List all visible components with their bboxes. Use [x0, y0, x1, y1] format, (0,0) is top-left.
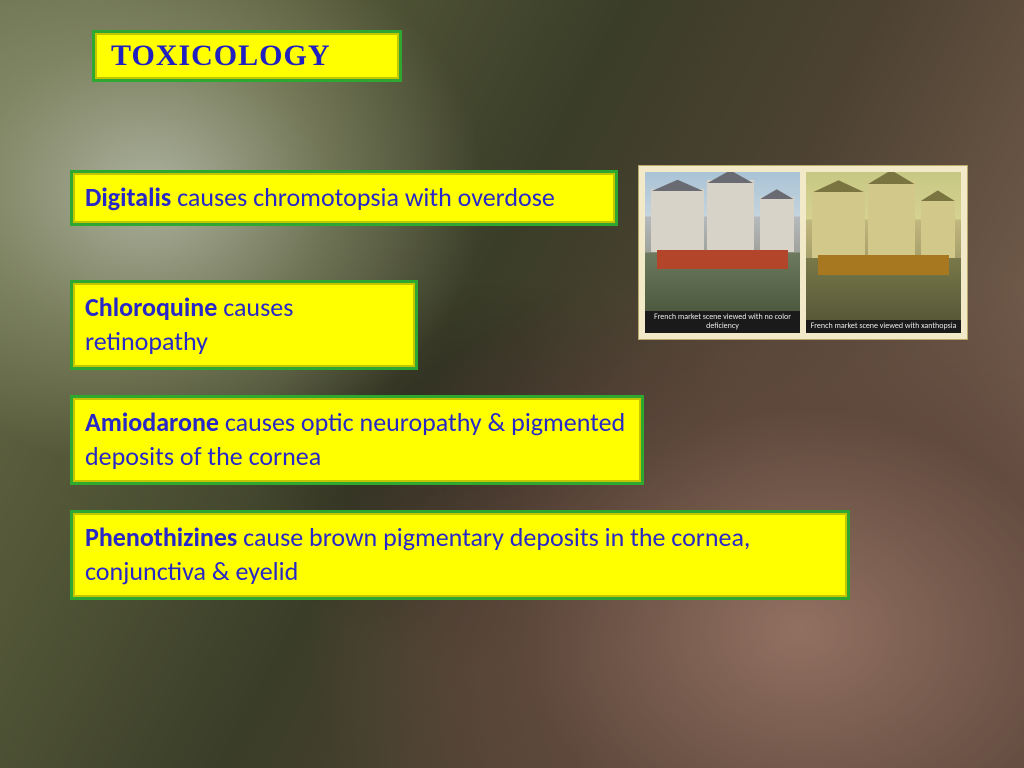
- fact-bold: Digitalis: [85, 181, 171, 213]
- caption-xanthopsia: French market scene viewed with xanthops…: [806, 320, 961, 333]
- fact-rest: causes chromotopsia with overdose: [171, 181, 555, 213]
- slide-title: TOXICOLOGY: [111, 39, 331, 72]
- fact-amiodarone: Amiodarone causes optic neuropathy & pig…: [70, 395, 644, 485]
- title-box: TOXICOLOGY: [92, 30, 402, 82]
- fact-bold: Phenothizines: [85, 521, 237, 553]
- scene-normal: [645, 172, 800, 311]
- caption-normal: French market scene viewed with no color…: [645, 311, 800, 333]
- scene-xanthopsia: [806, 172, 961, 320]
- comparison-panel-normal: French market scene viewed with no color…: [645, 172, 800, 333]
- fact-phenothizines: Phenothizines cause brown pigmentary dep…: [70, 510, 850, 600]
- fact-bold: Amiodarone: [85, 406, 219, 438]
- comparison-panel-xanthopsia: French market scene viewed with xanthops…: [806, 172, 961, 333]
- fact-digitalis: Digitalis causes chromotopsia with overd…: [70, 170, 618, 226]
- xanthopsia-comparison: French market scene viewed with no color…: [638, 165, 968, 340]
- fact-chloroquine: Chloroquine causes retinopathy: [70, 280, 418, 370]
- fact-bold: Chloroquine: [85, 291, 217, 323]
